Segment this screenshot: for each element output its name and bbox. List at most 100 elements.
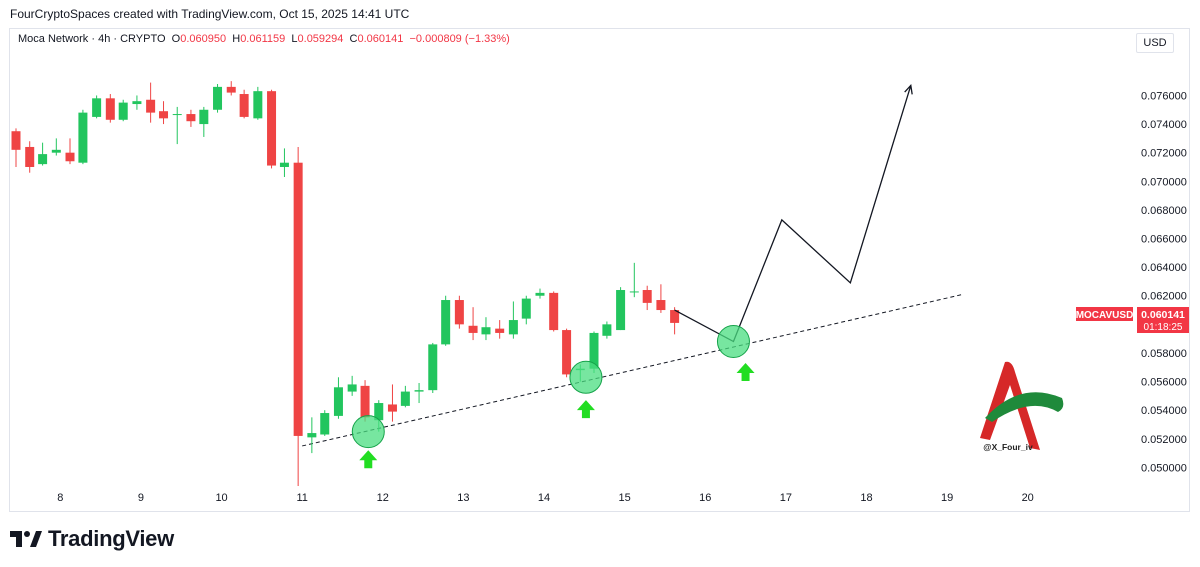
candle-body: [159, 111, 169, 119]
x-tick-label: 16: [699, 492, 711, 504]
candle-body: [132, 101, 142, 105]
candle-body: [602, 324, 612, 336]
candle[interactable]: [226, 81, 236, 96]
candle-body: [629, 291, 639, 293]
candle[interactable]: [118, 99, 128, 122]
candle[interactable]: [347, 375, 357, 396]
low-label: L: [291, 33, 298, 45]
up-arrow-icon: [576, 400, 595, 419]
candle-body: [293, 162, 303, 436]
candle[interactable]: [239, 89, 249, 119]
candle[interactable]: [172, 106, 182, 145]
projection-path[interactable]: [674, 85, 912, 343]
candle[interactable]: [11, 128, 21, 167]
candle-body: [400, 391, 410, 406]
candle[interactable]: [495, 320, 505, 339]
candle[interactable]: [38, 142, 48, 166]
candle[interactable]: [159, 101, 169, 125]
candle[interactable]: [92, 95, 102, 119]
watermark-logo-green: [985, 392, 1064, 422]
candle[interactable]: [481, 317, 491, 341]
candle[interactable]: [51, 138, 61, 156]
candle-body: [374, 403, 384, 421]
candle[interactable]: [428, 342, 438, 394]
candle[interactable]: [387, 384, 397, 422]
candle[interactable]: [629, 262, 639, 298]
candle[interactable]: [333, 377, 343, 419]
candle[interactable]: [670, 307, 680, 335]
candle-body: [535, 292, 545, 296]
candle[interactable]: [146, 82, 156, 123]
y-tick-label: 0.052000: [1141, 434, 1187, 446]
candle[interactable]: [414, 383, 424, 404]
projection-arrowhead: [904, 84, 913, 95]
candle-body: [146, 99, 156, 113]
change-value: −0.000809 (−1.33%): [409, 33, 510, 45]
candle-body: [213, 86, 223, 110]
open-label: O: [171, 33, 181, 45]
y-tick-label: 0.056000: [1141, 377, 1187, 389]
candle[interactable]: [454, 295, 464, 329]
candle-body: [428, 344, 438, 391]
candle[interactable]: [602, 321, 612, 339]
candle[interactable]: [253, 86, 263, 120]
candle[interactable]: [293, 146, 303, 486]
candle[interactable]: [656, 284, 666, 313]
candle[interactable]: [307, 417, 317, 454]
y-tick-label: 0.076000: [1141, 90, 1187, 102]
candle[interactable]: [213, 84, 223, 113]
x-tick-label: 11: [296, 492, 307, 504]
candle[interactable]: [65, 138, 75, 165]
candle[interactable]: [521, 295, 531, 325]
candle[interactable]: [132, 95, 142, 110]
candle-body: [670, 310, 680, 323]
candle[interactable]: [279, 148, 289, 177]
x-tick-label: 13: [457, 492, 469, 504]
price-tag-bg: [1137, 307, 1189, 333]
candle[interactable]: [105, 94, 115, 123]
candle[interactable]: [562, 328, 572, 378]
high-value: 0.061159: [240, 33, 286, 45]
candle[interactable]: [616, 287, 626, 331]
y-tick-label: 0.058000: [1141, 348, 1187, 360]
candle-body: [78, 112, 88, 163]
tradingview-brand: TradingView: [48, 526, 174, 551]
support-highlight-circle[interactable]: [716, 325, 750, 359]
candle[interactable]: [186, 109, 196, 127]
candle-body: [616, 290, 626, 331]
support-highlight-circle[interactable]: [569, 360, 603, 394]
candle-body: [414, 390, 424, 392]
tradingview-footer[interactable]: TradingView: [10, 526, 174, 552]
x-tick-label: 8: [57, 492, 63, 504]
low-value: 0.059294: [297, 33, 344, 45]
candle[interactable]: [267, 89, 277, 169]
x-tick-label: 20: [1022, 492, 1034, 504]
candle-body: [508, 320, 518, 335]
candle[interactable]: [400, 385, 410, 408]
candle-body: [38, 154, 48, 165]
candle-body: [267, 91, 277, 166]
currency-button[interactable]: USD: [1136, 33, 1174, 53]
candle[interactable]: [642, 285, 652, 311]
candle[interactable]: [535, 288, 545, 299]
candle[interactable]: [508, 301, 518, 339]
support-highlight-circle[interactable]: [351, 415, 385, 449]
candle[interactable]: [441, 295, 451, 346]
candle[interactable]: [78, 109, 88, 165]
candle-body: [562, 330, 572, 375]
candle[interactable]: [468, 307, 478, 341]
support-trendline[interactable]: [302, 293, 964, 447]
price-tag-countdown: 01:18:25: [1144, 322, 1183, 333]
x-tick-label: 14: [538, 492, 550, 504]
candle-body: [92, 98, 102, 117]
candle[interactable]: [199, 106, 209, 137]
candle[interactable]: [549, 291, 559, 332]
candle[interactable]: [360, 380, 370, 422]
y-tick-label: 0.074000: [1141, 119, 1187, 131]
candle-body: [347, 384, 357, 392]
candle-body: [642, 290, 652, 303]
candle[interactable]: [320, 410, 330, 436]
candle[interactable]: [25, 141, 35, 173]
y-tick-label: 0.054000: [1141, 405, 1187, 417]
